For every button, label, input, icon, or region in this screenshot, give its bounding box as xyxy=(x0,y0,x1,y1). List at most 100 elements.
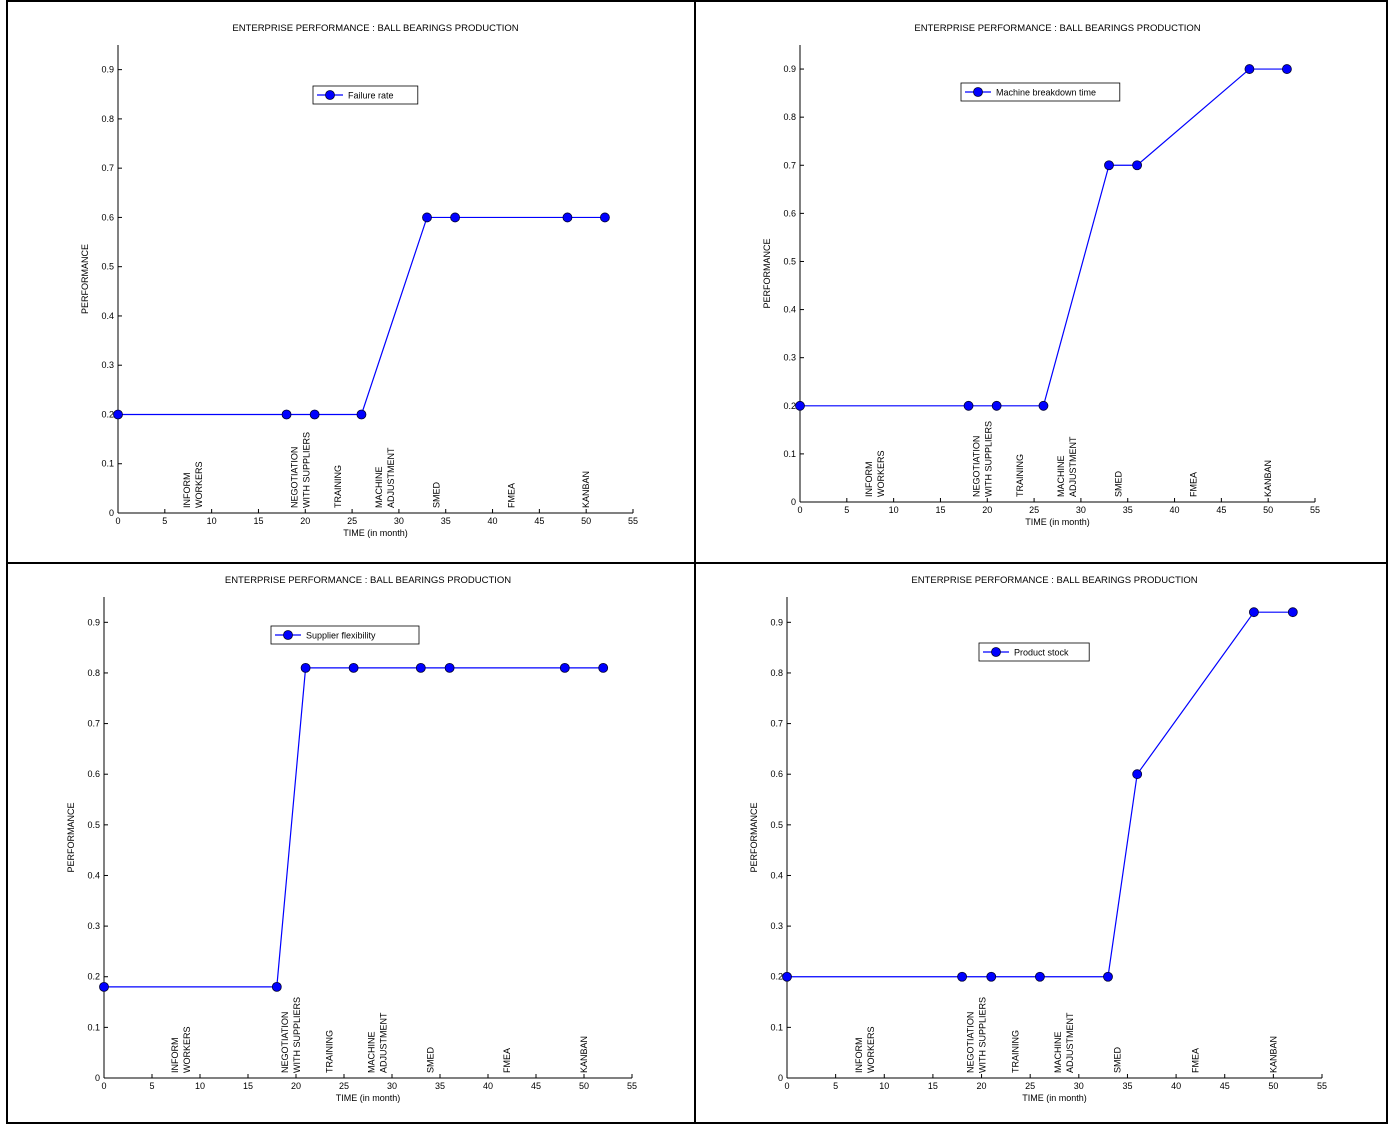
legend-marker xyxy=(973,87,983,97)
y-tick-label: 0.2 xyxy=(101,409,114,419)
y-tick-label: 0.5 xyxy=(101,262,114,272)
x-tick-label: 25 xyxy=(1029,505,1039,515)
x-tick-label: 30 xyxy=(1076,505,1086,515)
x-tick-label: 35 xyxy=(1123,505,1133,515)
y-tick-label: 0.7 xyxy=(770,719,783,729)
annotation-label: SMED xyxy=(1113,470,1123,497)
data-point xyxy=(450,212,460,223)
annotation-label: KANBAN xyxy=(1268,1036,1278,1073)
x-tick-label: 0 xyxy=(784,1081,789,1091)
annotation-label: SMED xyxy=(431,481,441,508)
x-tick-label: 55 xyxy=(627,1081,637,1091)
x-tick-label: 10 xyxy=(879,1081,889,1091)
data-point xyxy=(1244,64,1255,74)
annotation-label: ADJUSTMENT xyxy=(1065,1012,1075,1073)
y-axis-label: PERFORMANCE xyxy=(762,238,772,308)
x-tick-label: 20 xyxy=(291,1081,301,1091)
annotation-label: SMED xyxy=(1113,1046,1123,1073)
data-point xyxy=(281,409,292,420)
legend-label: Supplier flexibility xyxy=(306,631,376,641)
annotation-label: SMED xyxy=(425,1046,435,1073)
series-line xyxy=(800,68,1287,407)
data-point xyxy=(991,400,1002,411)
legend-label: Machine breakdown time xyxy=(996,88,1096,98)
y-tick-label: 0 xyxy=(109,508,114,518)
annotation-label: WORKERS xyxy=(866,1026,876,1073)
x-tick-label: 5 xyxy=(833,1081,838,1091)
data-point xyxy=(986,971,997,982)
data-point xyxy=(782,971,792,982)
x-tick-label: 55 xyxy=(628,516,638,526)
chart-panel-supplier-flexibility: ENTERPRISE PERFORMANCE : BALL BEARINGS P… xyxy=(8,564,694,1122)
y-tick-label: 0.1 xyxy=(770,1022,783,1032)
x-axis-label: TIME (in month) xyxy=(343,528,408,538)
annotation-label: TRAINING xyxy=(325,1030,335,1073)
legend-box xyxy=(960,82,1121,102)
y-tick-label: 0.3 xyxy=(783,353,796,363)
x-tick-label: 20 xyxy=(300,516,310,526)
x-tick-label: 15 xyxy=(928,1081,938,1091)
y-tick-label: 0.9 xyxy=(770,617,783,627)
data-point xyxy=(1249,607,1259,618)
chart-product-stock: ENTERPRISE PERFORMANCE : BALL BEARINGS P… xyxy=(749,575,1327,1103)
grid-divider-horizontal xyxy=(6,562,1388,564)
annotation-label: WORKERS xyxy=(876,450,886,497)
y-tick-label: 0.5 xyxy=(783,256,796,266)
y-tick-label: 0.9 xyxy=(783,64,796,74)
annotation-label: INFORM xyxy=(170,1038,180,1074)
legend-box xyxy=(978,642,1090,662)
data-point xyxy=(309,409,320,420)
x-tick-label: 45 xyxy=(1216,505,1226,515)
y-tick-label: 0.4 xyxy=(783,305,796,315)
annotation-label: ADJUSTMENT xyxy=(1068,436,1078,497)
x-tick-label: 45 xyxy=(531,1081,541,1091)
annotation-label: FMEA xyxy=(1191,1048,1201,1073)
y-tick-label: 0.1 xyxy=(87,1022,100,1032)
legend-label: Product stock xyxy=(1014,648,1069,658)
y-tick-label: 0.8 xyxy=(101,114,114,124)
y-tick-label: 0 xyxy=(778,1073,783,1083)
y-tick-label: 0.6 xyxy=(770,769,783,779)
x-tick-label: 45 xyxy=(534,516,544,526)
data-point xyxy=(559,662,570,673)
y-tick-label: 0.4 xyxy=(101,311,114,321)
data-point xyxy=(957,971,967,982)
x-tick-label: 5 xyxy=(149,1081,154,1091)
y-tick-label: 0.1 xyxy=(783,449,796,459)
x-tick-label: 25 xyxy=(347,516,357,526)
y-tick-label: 0.3 xyxy=(770,921,783,931)
x-tick-label: 50 xyxy=(579,1081,589,1091)
x-tick-label: 40 xyxy=(1170,505,1180,515)
x-tick-label: 5 xyxy=(162,516,167,526)
y-tick-label: 0.8 xyxy=(770,668,783,678)
data-point xyxy=(1282,64,1292,74)
chart-panel-failure-rate: ENTERPRISE PERFORMANCE : BALL BEARINGS P… xyxy=(8,2,694,560)
legend-box xyxy=(270,625,420,645)
annotation-label: ADJUSTMENT xyxy=(379,1012,389,1073)
legend-marker xyxy=(325,90,335,100)
x-tick-label: 15 xyxy=(253,516,263,526)
annotation-label: WITH SUPPLIERS xyxy=(302,432,312,508)
x-axis-label: TIME (in month) xyxy=(336,1093,401,1103)
x-tick-label: 15 xyxy=(243,1081,253,1091)
y-tick-label: 0.2 xyxy=(87,972,100,982)
annotation-label: KANBAN xyxy=(581,471,591,508)
y-tick-label: 0.3 xyxy=(101,360,114,370)
annotation-label: WORKERS xyxy=(194,461,204,508)
x-tick-label: 35 xyxy=(435,1081,445,1091)
y-tick-label: 0.8 xyxy=(87,668,100,678)
chart-panel-product-stock: ENTERPRISE PERFORMANCE : BALL BEARINGS P… xyxy=(696,564,1386,1122)
y-tick-label: 0.2 xyxy=(770,972,783,982)
annotation-label: INFORM xyxy=(864,462,874,498)
data-point xyxy=(963,400,974,411)
y-tick-label: 0.7 xyxy=(783,160,796,170)
data-point xyxy=(600,212,610,223)
annotation-label: MACHINE xyxy=(374,466,384,508)
chart-title: ENTERPRISE PERFORMANCE : BALL BEARINGS P… xyxy=(911,575,1197,586)
data-point xyxy=(1132,769,1143,780)
data-point xyxy=(444,662,455,673)
x-tick-label: 10 xyxy=(889,505,899,515)
y-axis-label: PERFORMANCE xyxy=(749,802,759,872)
x-tick-label: 25 xyxy=(339,1081,349,1091)
x-tick-label: 35 xyxy=(1122,1081,1132,1091)
